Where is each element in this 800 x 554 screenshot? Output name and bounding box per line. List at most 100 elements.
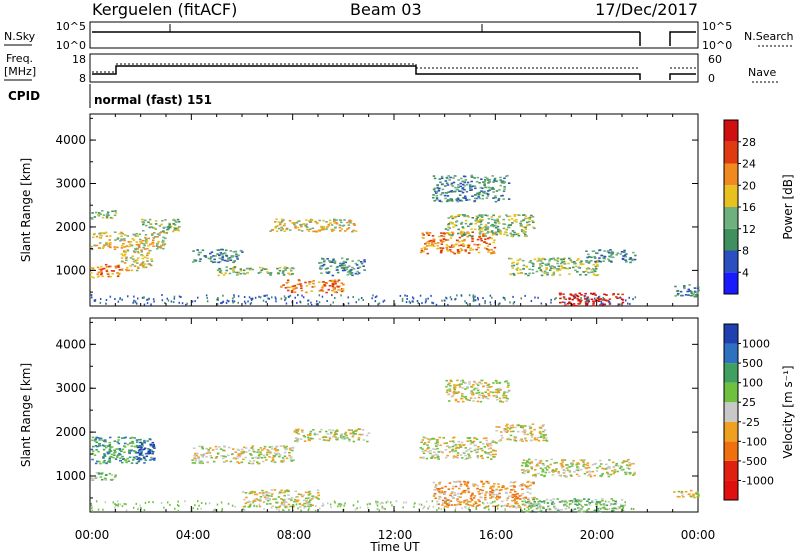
- colorbar-label: Velocity [m s⁻¹]: [781, 365, 795, 458]
- echo-cell: [439, 251, 443, 254]
- echo-cell: [139, 264, 142, 266]
- echo-cell: [135, 502, 137, 505]
- echo-cell: [504, 491, 508, 494]
- echo-cell: [336, 271, 340, 274]
- echo-cell: [322, 281, 325, 283]
- echo-cell: [495, 388, 498, 391]
- echo-cell: [248, 268, 252, 271]
- echo-cell: [173, 220, 177, 222]
- echo-cell: [217, 297, 219, 299]
- echo-cell: [530, 466, 533, 468]
- echo-cell: [534, 296, 536, 299]
- echo-cell: [351, 230, 354, 233]
- echo-cell: [268, 492, 271, 494]
- echo-cell: [577, 475, 581, 477]
- echo-cell: [520, 297, 522, 300]
- echo-cell: [287, 295, 290, 298]
- echo-cell: [120, 253, 124, 255]
- echo-cell: [542, 257, 545, 260]
- echo-cell: [150, 258, 153, 260]
- echo-cell: [480, 228, 484, 230]
- echo-cell: [326, 272, 329, 274]
- echo-cell: [173, 229, 176, 231]
- echo-cell: [207, 450, 210, 453]
- echo-cell: [98, 437, 102, 440]
- echo-cell: [288, 229, 292, 231]
- echo-cell: [436, 500, 439, 503]
- echo-cell: [249, 302, 252, 305]
- echo-cell: [312, 496, 315, 499]
- echo-cell: [216, 269, 220, 272]
- echo-cell: [580, 260, 583, 262]
- echo-cell: [476, 176, 480, 179]
- echo-cell: [566, 501, 568, 504]
- echo-cell: [174, 507, 176, 510]
- echo-cell: [506, 174, 509, 177]
- echo-cell: [537, 464, 540, 467]
- echo-cell: [294, 286, 297, 288]
- echo-cell: [522, 264, 526, 267]
- echo-cell: [257, 457, 260, 459]
- echo-cell: [441, 491, 444, 494]
- echo-cell: [451, 487, 455, 490]
- echo-cell: [610, 498, 614, 500]
- echo-cell: [484, 214, 487, 216]
- echo-cell: [311, 495, 315, 497]
- echo-cell: [445, 442, 448, 444]
- echo-cell: [459, 231, 463, 234]
- echo-cell: [129, 265, 132, 267]
- echo-cell: [498, 382, 502, 384]
- echo-cell: [320, 226, 324, 229]
- x-tick-label: 12:00: [378, 528, 413, 542]
- echo-cell: [262, 299, 265, 302]
- echo-cell: [309, 430, 313, 433]
- echo-cell: [531, 433, 534, 436]
- echo-cell: [436, 454, 439, 456]
- echo-cell: [494, 500, 496, 503]
- echo-cell: [499, 176, 502, 179]
- echo-cell: [440, 192, 444, 195]
- echo-cell: [562, 293, 565, 295]
- echo-cell: [568, 466, 572, 468]
- echo-cell: [535, 498, 539, 500]
- echo-cell: [261, 489, 264, 492]
- echo-cell: [221, 457, 225, 460]
- echo-cell: [458, 236, 462, 239]
- echo-cell: [467, 245, 471, 247]
- echo-cell: [623, 249, 626, 252]
- echo-cell: [517, 424, 520, 426]
- echo-cell: [267, 449, 271, 452]
- echo-cell: [594, 257, 597, 259]
- echo-cell: [116, 237, 120, 239]
- echo-cell: [465, 506, 467, 509]
- echo-cell: [580, 297, 582, 300]
- echo-cell: [536, 506, 540, 508]
- echo-cell: [694, 295, 697, 298]
- echo-cell: [99, 476, 103, 478]
- echo-cell: [444, 449, 448, 451]
- echo-cell: [367, 432, 371, 434]
- echo-cell: [591, 304, 595, 307]
- echo-cell: [235, 271, 238, 274]
- echo-cell: [288, 273, 291, 275]
- echo-cell: [454, 447, 458, 450]
- echo-cell: [437, 458, 440, 460]
- echo-cell: [594, 265, 598, 268]
- echo-cell: [103, 459, 106, 462]
- echo-cell: [584, 274, 588, 276]
- echo-cell: [574, 500, 577, 503]
- echo-cell: [116, 272, 119, 274]
- echo-cell: [483, 184, 486, 186]
- echo-cell: [248, 505, 252, 508]
- echo-cell: [471, 231, 474, 233]
- echo-cell: [153, 232, 156, 234]
- echo-cell: [123, 459, 127, 461]
- echo-cell: [91, 436, 95, 439]
- echo-cell: [441, 487, 444, 489]
- echo-cell: [433, 493, 436, 496]
- echo-cell: [95, 436, 98, 439]
- echo-cell: [329, 222, 332, 224]
- echo-cell: [557, 471, 560, 473]
- echo-cell: [121, 455, 124, 458]
- echo-cell: [497, 303, 500, 306]
